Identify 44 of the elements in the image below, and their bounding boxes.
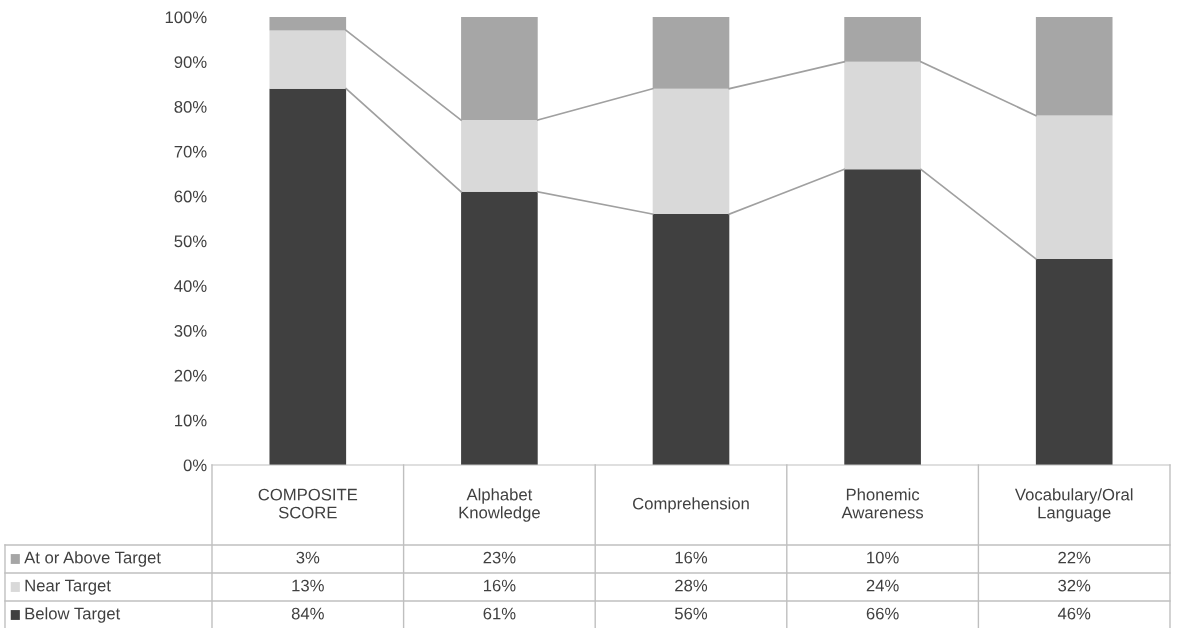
data-label: 23% <box>483 551 516 564</box>
data-label: 56% <box>674 607 708 620</box>
y-tick-label: 0% <box>183 459 207 472</box>
x-tick-label: COMPOSITE SCORE <box>258 488 358 519</box>
data-label: 22% <box>1058 551 1091 564</box>
data-label: 16% <box>483 579 516 592</box>
data-label: 61% <box>483 607 516 620</box>
bar <box>461 120 538 192</box>
y-tick-label: 30% <box>174 325 207 337</box>
data-label: 13% <box>292 579 324 592</box>
y-tick-label: 80% <box>174 101 207 113</box>
y-tick-label: 10% <box>175 414 207 427</box>
data-label: 16% <box>675 551 708 564</box>
data-label: 66% <box>866 607 899 620</box>
bar <box>844 61 921 170</box>
data-label: 28% <box>675 579 708 592</box>
y-tick-label: 100% <box>165 11 207 24</box>
bar <box>1035 258 1113 465</box>
data-label: 32% <box>1058 579 1091 592</box>
bar <box>844 169 921 465</box>
y-tick-label: 50% <box>174 235 207 248</box>
x-tick-label: Comprehension <box>633 497 749 513</box>
data-label: 10% <box>867 551 899 564</box>
bar <box>652 88 730 215</box>
bar <box>269 30 347 89</box>
data-label: 84% <box>291 607 324 620</box>
y-tick-label: 70% <box>174 145 207 158</box>
data-label: 3% <box>296 551 320 564</box>
data-label: 24% <box>866 579 899 592</box>
legend-label: Near Target <box>25 579 111 595</box>
y-tick-label: 60% <box>174 190 207 203</box>
bar <box>461 191 538 465</box>
legend-label: At or Above Target <box>24 551 161 567</box>
bar <box>652 214 730 465</box>
bar <box>1035 115 1113 259</box>
legend-label: Below Target <box>25 607 121 623</box>
x-tick-label: Vocabulary/Oral Language <box>1014 488 1133 522</box>
y-tick-label: 20% <box>174 369 207 382</box>
y-tick-label: 40% <box>174 280 207 292</box>
data-label: 46% <box>1057 607 1091 620</box>
x-tick-label: Alphabet Knowledge <box>459 488 540 522</box>
bar <box>269 88 347 465</box>
y-tick-label: 90% <box>174 56 207 68</box>
x-tick-label: Phonemic Awareness <box>841 488 924 519</box>
